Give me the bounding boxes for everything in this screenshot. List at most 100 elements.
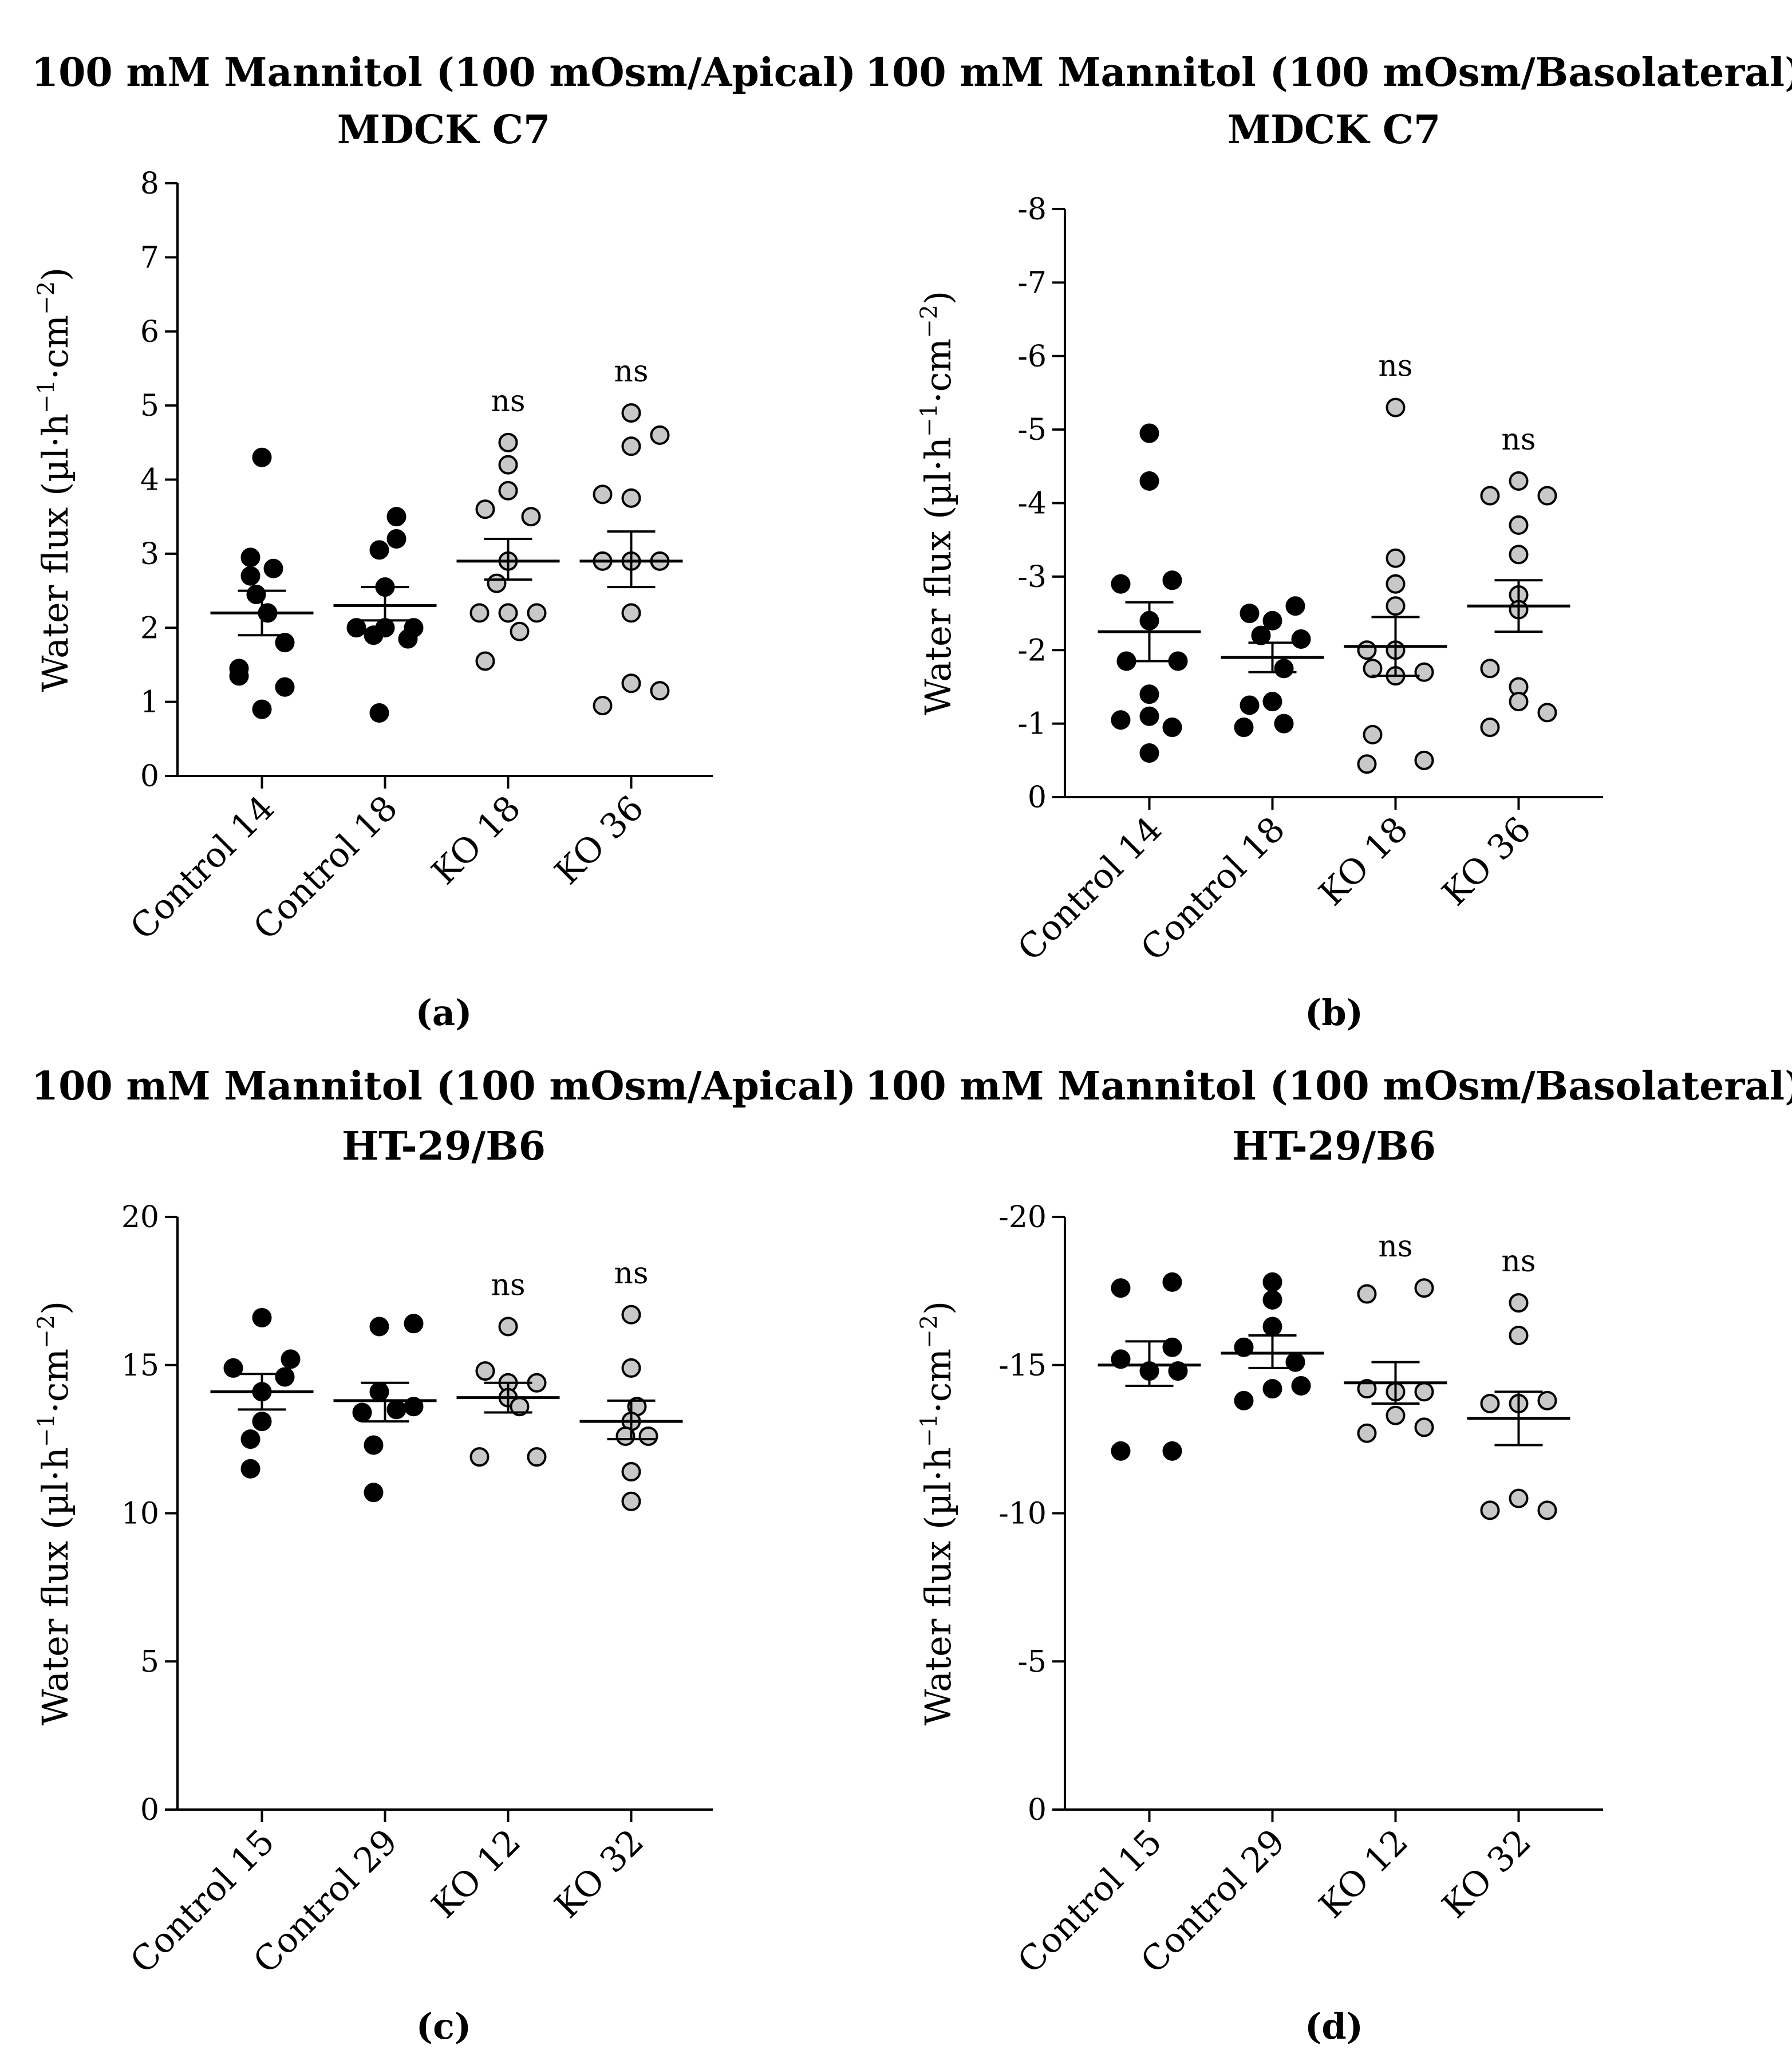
y-tick-label: 1 — [140, 685, 159, 720]
data-point — [593, 484, 613, 505]
y-axis-label-superscript: −2 — [916, 305, 942, 338]
chart-title-line: MDCK C7 — [1227, 107, 1441, 153]
panel-a: 100 mM Mannitol (100 mOsm/Apical) MDCK C7… — [31, 50, 856, 1034]
data-point — [621, 673, 641, 693]
data-point — [469, 603, 490, 623]
data-point — [498, 480, 518, 500]
x-category-label: KO 18 — [424, 788, 528, 892]
data-point — [1111, 1441, 1131, 1461]
y-axis-label-superscript: −2 — [33, 281, 60, 315]
y-axis-label-part: Water flux (µl·h — [917, 1447, 959, 1725]
data-point — [1480, 1500, 1500, 1520]
data-point — [364, 1483, 384, 1503]
data-point — [281, 1349, 301, 1369]
y-axis-label-part: Water flux (µl·h — [34, 1447, 76, 1725]
y-axis-label-superscript: −1 — [33, 1413, 60, 1447]
data-point — [240, 547, 260, 568]
data-point — [386, 507, 406, 527]
data-point — [1386, 548, 1406, 568]
data-point — [638, 1426, 658, 1446]
x-category-label: KO 36 — [547, 788, 652, 892]
panel-c: 100 mM Mannitol (100 mOsm/Apical) HT-29/B… — [31, 1063, 856, 2047]
data-point — [621, 1305, 641, 1325]
y-axis-label-part: ) — [34, 267, 76, 281]
data-point — [1162, 1441, 1182, 1461]
y-tick-label: -6 — [1017, 340, 1047, 374]
data-point — [487, 573, 507, 593]
y-axis-label-part: ) — [917, 1301, 959, 1315]
chart-title-line: MDCK C7 — [337, 107, 551, 153]
x-category-label: KO 36 — [1435, 809, 1539, 913]
data-point — [1480, 486, 1500, 506]
data-point — [498, 1317, 518, 1337]
data-point — [1357, 1423, 1377, 1443]
data-point — [229, 666, 249, 686]
data-point — [1509, 1488, 1529, 1508]
y-tick-label: 3 — [140, 537, 159, 572]
data-point — [240, 1429, 260, 1449]
data-point — [1509, 471, 1529, 491]
data-point — [1234, 1337, 1254, 1357]
data-point — [621, 1462, 641, 1482]
data-point — [1262, 692, 1282, 712]
data-point — [1537, 486, 1557, 506]
data-point — [1357, 1379, 1377, 1399]
y-tick-label: 20 — [121, 1200, 159, 1235]
y-tick-label: 6 — [140, 315, 159, 349]
y-tick-label: -3 — [1017, 560, 1047, 594]
data-point — [1414, 750, 1434, 770]
y-axis-label: Water flux (µl·h−1·cm−2) — [916, 1301, 959, 1726]
data-point — [1111, 710, 1131, 730]
data-point — [475, 499, 495, 519]
significance-label: ns — [1378, 1229, 1412, 1264]
data-point — [1274, 714, 1294, 734]
data-point — [498, 455, 518, 475]
chart-title-line: 100 mM Mannitol (100 mOsm/Apical) — [31, 1063, 856, 1109]
significance-label: ns — [1378, 349, 1412, 384]
data-point — [1386, 574, 1406, 594]
data-point — [1357, 640, 1377, 660]
data-point — [498, 432, 518, 452]
data-point — [1111, 1278, 1131, 1298]
data-point — [1274, 659, 1294, 679]
y-axis-label-superscript: −1 — [916, 403, 942, 437]
data-point — [650, 425, 670, 445]
y-tick-label: -2 — [1017, 633, 1047, 668]
chart-title-line: 100 mM Mannitol (100 mOsm/Basolateral) — [865, 50, 1792, 96]
data-point — [1363, 659, 1383, 679]
panel-label: (d) — [1305, 2005, 1363, 2047]
data-point — [1162, 1272, 1182, 1292]
data-point — [1139, 743, 1159, 763]
y-axis-label-part: ·cm — [34, 315, 76, 380]
y-axis-label-superscript: −1 — [916, 1413, 942, 1447]
data-point — [364, 1435, 384, 1455]
data-point — [352, 1402, 372, 1422]
significance-label: ns — [614, 354, 648, 389]
data-point — [650, 681, 670, 701]
y-tick-label: 0 — [1028, 781, 1047, 815]
data-point — [1139, 471, 1159, 491]
data-point — [498, 603, 518, 623]
data-point — [275, 677, 295, 697]
y-axis-label-part: ) — [34, 1301, 76, 1315]
data-point — [1162, 718, 1182, 738]
data-point — [621, 603, 641, 623]
data-point — [263, 558, 283, 578]
data-point — [364, 625, 384, 645]
data-point — [369, 1317, 389, 1337]
data-point — [1480, 659, 1500, 679]
data-point — [1162, 570, 1182, 590]
chart-title-line: HT-29/B6 — [342, 1124, 546, 1169]
y-tick-label: -20 — [998, 1200, 1047, 1235]
y-tick-label: -5 — [1017, 1645, 1047, 1679]
x-category-label: KO 32 — [1435, 1822, 1539, 1926]
data-point — [621, 1491, 641, 1511]
y-tick-label: -4 — [1017, 487, 1047, 521]
data-point — [621, 1358, 641, 1378]
data-point — [404, 1314, 424, 1334]
x-category-label: KO 12 — [1312, 1822, 1416, 1926]
data-point — [1414, 1278, 1434, 1298]
panel-b: 100 mM Mannitol (100 mOsm/Basolateral) MD… — [865, 50, 1792, 1034]
data-point — [1291, 629, 1311, 649]
